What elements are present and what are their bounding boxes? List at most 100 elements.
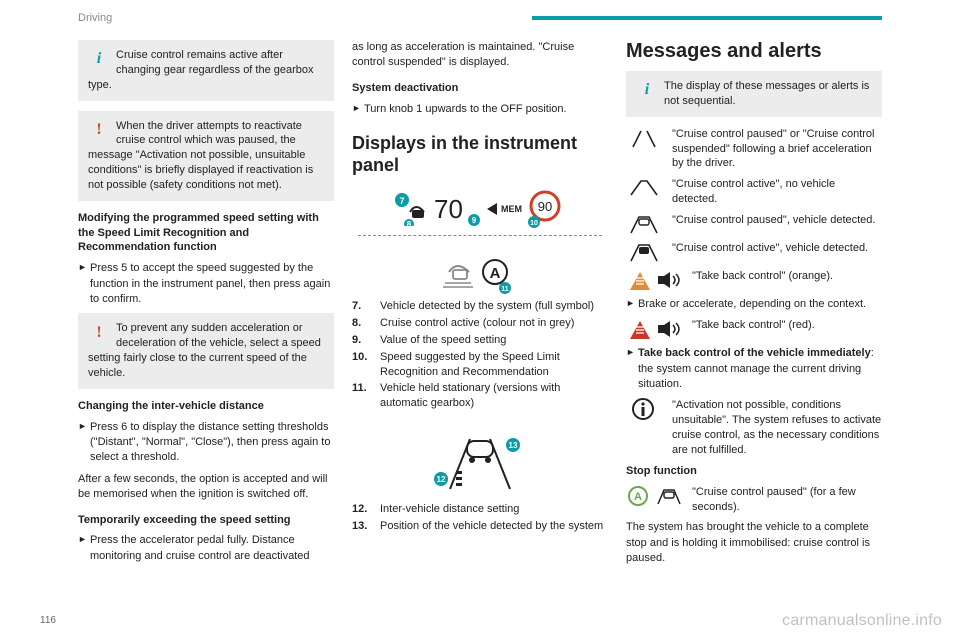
legend-item-text: Vehicle held stationary (versions with a…	[380, 381, 608, 411]
svg-text:A: A	[490, 265, 501, 282]
info-icon: i	[636, 79, 658, 101]
alert-text: "Cruise control active", vehicle detecte…	[672, 241, 868, 256]
orange-triangle-sound-icon	[626, 269, 682, 291]
alert-red: "Take back control" (red).	[626, 318, 882, 340]
para-after-seconds: After a few seconds, the option is accep…	[78, 472, 334, 503]
dashed-separator	[358, 235, 602, 236]
road-car-outline-icon	[626, 213, 662, 235]
bullet-press-5: Press 5 to accept the speed suggested by…	[78, 261, 334, 307]
legend-item: 12. Inter-vehicle distance setting	[352, 502, 608, 517]
callout-warn-1-text: When the driver attempts to reactivate c…	[88, 120, 313, 191]
subhead-exceed-speed: Temporarily exceeding the speed setting	[78, 513, 334, 528]
alert-info-activation: "Activation not possible, conditions uns…	[626, 398, 882, 457]
alert-text: "Take back control" (orange).	[692, 269, 833, 284]
legend-item: 11. Vehicle held stationary (versions wit…	[352, 381, 608, 411]
vehicle-detected-icon: 7 8	[394, 192, 432, 226]
callout-info-1: i Cruise control remains active after ch…	[78, 40, 334, 101]
alert-row: "Take back control" (orange).	[626, 269, 882, 291]
legend-item-number: 9.	[352, 333, 372, 348]
legend-item: 13. Position of the vehicle detected by t…	[352, 519, 608, 534]
legend-list-1: 7. Vehicle detected by the system (full s…	[352, 299, 608, 413]
legend-item-number: 10.	[352, 350, 372, 380]
bullet-accelerator: Press the accelerator pedal fully. Dista…	[78, 533, 334, 564]
callout-info-3-text: The display of these messages or alerts …	[664, 80, 869, 107]
legend-item-number: 13.	[352, 519, 372, 534]
svg-text:11: 11	[501, 286, 509, 293]
cluster-mem-label: MEM	[501, 204, 522, 214]
section-label: Driving	[78, 12, 112, 24]
alert-stop-text: "Cruise control paused" (for a few secon…	[692, 485, 882, 515]
legend-item-text: Inter-vehicle distance setting	[380, 502, 519, 517]
para-as-long-as: as long as acceleration is maintained. "…	[352, 40, 608, 71]
alert-red-text: "Take back control" (red).	[692, 318, 815, 333]
legend-item-number: 12.	[352, 502, 372, 517]
warning-icon: !	[88, 119, 110, 141]
a-road-icon: A	[626, 485, 682, 507]
legend-item-text: Speed suggested by the Speed Limit Recog…	[380, 350, 608, 380]
svg-text:8: 8	[407, 220, 412, 226]
svg-text:13: 13	[509, 441, 518, 450]
bullet-brake-accelerate: Brake or accelerate, depending on the co…	[626, 297, 882, 312]
red-triangle-sound-icon	[626, 318, 682, 340]
alert-info-text: "Activation not possible, conditions uns…	[672, 398, 882, 457]
para-stop: The system has brought the vehicle to a …	[626, 520, 882, 566]
mem-arrow-icon	[485, 199, 499, 219]
legend-item: 9. Value of the speed setting	[352, 333, 608, 348]
callout-warn-2-text: To prevent any sudden acceleration or de…	[88, 322, 321, 379]
callout-info-1-text: Cruise control remains active after chan…	[88, 49, 314, 91]
legend-item-text: Position of the vehicle detected by the …	[380, 519, 603, 534]
subhead-inter-vehicle: Changing the inter-vehicle distance	[78, 399, 334, 414]
legend-item: 10. Speed suggested by the Speed Limit Re…	[352, 350, 608, 380]
lane-empty-icon	[626, 127, 662, 149]
alert-row: "Cruise control active", vehicle detecte…	[626, 241, 882, 263]
legend-item-number: 11.	[352, 381, 372, 411]
svg-text:7: 7	[400, 196, 405, 206]
column-1: i Cruise control remains active after ch…	[78, 40, 334, 600]
legend-list-2: 12. Inter-vehicle distance setting 13. Posi…	[352, 502, 608, 536]
alert-list: "Cruise control paused" or "Cruise contr…	[626, 127, 882, 297]
legend-item-text: Vehicle detected by the system (full sym…	[380, 299, 594, 314]
callout-warn-2: ! To prevent any sudden acceleration or …	[78, 313, 334, 388]
badge-9: 9	[465, 192, 483, 226]
alert-text: "Cruise control paused" or "Cruise contr…	[672, 127, 882, 172]
hold-stationary-icon: A 11	[425, 250, 535, 294]
bullet-turn-knob: Turn knob 1 upwards to the OFF position.	[352, 102, 608, 117]
svg-text:90: 90	[538, 199, 552, 214]
road-empty-icon	[626, 177, 662, 199]
cluster-speed-value: 70	[434, 194, 463, 225]
alert-stop: A "Cruise control paused" (for a few sec…	[626, 485, 882, 515]
subhead-stop: Stop function	[626, 464, 882, 479]
alert-row: "Cruise control active", no vehicle dete…	[626, 177, 882, 207]
content-columns: i Cruise control remains active after ch…	[78, 40, 882, 600]
info-circle-icon	[626, 398, 662, 420]
page-number: 116	[40, 615, 56, 626]
svg-text:9: 9	[472, 216, 477, 225]
alert-text: "Cruise control paused", vehicle detecte…	[672, 213, 875, 228]
legend-item-text: Value of the speed setting	[380, 333, 506, 348]
speed-limit-icon: 90 10	[524, 190, 566, 228]
column-2: as long as acceleration is maintained. "…	[352, 40, 608, 600]
bullet-take-back-control: Take back control of the vehicle immedia…	[626, 346, 882, 392]
alert-text: "Cruise control active", no vehicle dete…	[672, 177, 882, 207]
road-car-fill-icon	[626, 241, 662, 263]
page-header: Driving	[78, 12, 882, 24]
lane-illustration: 12 13	[352, 427, 608, 500]
header-accent-line	[532, 16, 882, 20]
cluster-illustration-2: A 11	[352, 250, 608, 297]
bullet-press-6: Press 6 to display the distance setting …	[78, 420, 334, 466]
column-3: Messages and alerts i The display of the…	[626, 40, 882, 600]
watermark: carmanualsonline.info	[782, 612, 942, 630]
legend-item: 8.Cruise control active (colour not in g…	[352, 316, 608, 331]
svg-text:12: 12	[437, 475, 446, 484]
legend-item-number: 7.	[352, 299, 372, 314]
legend-item-text: Cruise control active (colour not in gre…	[380, 316, 574, 331]
legend-item: 7. Vehicle detected by the system (full s…	[352, 299, 608, 314]
callout-info-3: i The display of these messages or alert…	[626, 71, 882, 117]
info-icon: i	[88, 48, 110, 70]
h2-displays: Displays in the instrument panel	[352, 133, 608, 176]
cluster-illustration-1: 7 8 70 9 MEM 90 10	[352, 190, 608, 229]
alert-row: "Cruise control paused" or "Cruise contr…	[626, 127, 882, 172]
svg-text:A: A	[634, 491, 642, 503]
callout-warn-1: ! When the driver attempts to reactivate…	[78, 111, 334, 201]
bullet-take-back-prefix: Take back control of the vehicle immedia…	[638, 347, 871, 359]
